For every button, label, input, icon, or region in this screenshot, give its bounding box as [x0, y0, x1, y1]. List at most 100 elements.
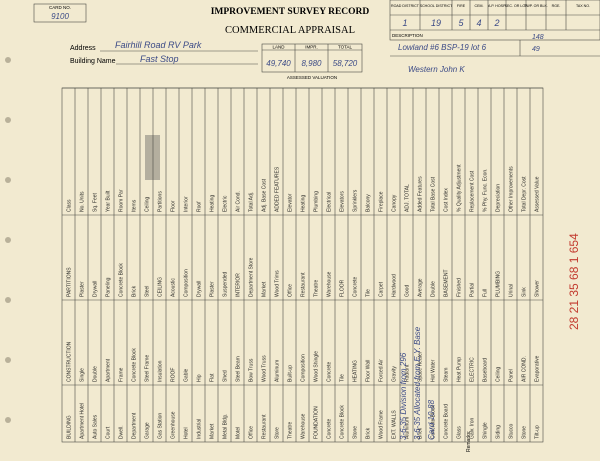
grid-label: Steel Frame — [145, 355, 151, 382]
description-text: Lowland #6 BSP-19 lot 6 — [398, 43, 487, 52]
grid-label: Total Base Cost — [431, 176, 437, 212]
grid-label: Galv. Iron — [470, 417, 476, 439]
description-number: 148 — [532, 34, 544, 41]
grid-label: Good — [405, 285, 411, 297]
grid-label: Wood Frame — [379, 410, 385, 439]
grid-label: Single — [80, 368, 86, 382]
hatched-area — [145, 135, 160, 180]
district-header: CEM. — [475, 4, 484, 8]
grid-label: Gravity — [392, 366, 398, 382]
district-table: DESCRIPTION ROAD DISTRICT SCHOOL DISTRICT… — [389, 0, 600, 74]
grid-label: Frame — [119, 367, 125, 382]
description-label: DESCRIPTION — [392, 33, 423, 38]
grid-label: ROOF — [171, 368, 177, 382]
district-header: A.P. HOSP. — [488, 4, 506, 8]
grid-label: Flat — [210, 373, 216, 382]
grid-label: Office — [288, 284, 294, 297]
description-number: 49 — [532, 46, 540, 53]
grid-label: CEILING — [158, 277, 164, 297]
title: IMPROVEMENT SURVEY RECORD — [211, 7, 370, 17]
grid-label: Urinal — [509, 284, 515, 297]
valuation-value: 58,720 — [333, 59, 358, 68]
grid-label: Sq. Feet — [93, 192, 99, 212]
grid-label: Hot Water — [431, 359, 437, 382]
building-name-label: Building Name — [70, 58, 116, 65]
district-value: 4 — [476, 18, 481, 28]
grid-label: Department Store — [249, 257, 255, 297]
punch-holes — [5, 57, 11, 423]
grid-label: Siding — [496, 425, 502, 439]
valuation-box: ASSESSED VALUATION LAND 49,740 IMPR. 8,980 T… — [261, 43, 363, 80]
grid-label: Wood Truss — [262, 355, 268, 382]
grid-label: PLUMBING — [496, 271, 502, 297]
grid-label: Shingle — [483, 422, 489, 439]
grid-label: Built-up — [288, 365, 294, 382]
valuation-header: IMPR. — [305, 45, 318, 50]
grid-label: Heat Pump — [457, 357, 463, 382]
grid-label: Shed — [223, 370, 229, 382]
grid-label: Tile — [340, 374, 346, 382]
grid-label: Apartment — [106, 358, 112, 382]
description-text: Western John K — [408, 65, 465, 74]
grid-label: Double — [431, 281, 437, 297]
valuation-value: 49,740 — [266, 59, 291, 68]
grid-label: Heating — [210, 195, 216, 212]
grid-label: ELECTRIC — [470, 357, 476, 382]
grid-label: ADDED FEATURES — [275, 166, 281, 212]
district-header: SCHOOL DISTRICT — [420, 4, 453, 8]
grid-label: % Phy. Func. Econ. — [483, 168, 489, 212]
grid-label: Roof — [197, 201, 203, 212]
grid-label: Glass — [457, 426, 463, 439]
grid-label: Depreciation — [496, 184, 502, 212]
grid-label: Drywall — [93, 281, 99, 297]
district-header: ROAD DISTRICT — [391, 4, 420, 8]
grid-label: Radiant — [405, 364, 411, 382]
grid-label: Department — [132, 412, 138, 439]
grid-label: Adj. Base Cost — [262, 178, 268, 212]
grid-label: Warehouse — [327, 271, 333, 297]
district-value: 1 — [402, 18, 407, 28]
grid-label: Market — [262, 281, 268, 297]
grid-label: Bow Truss — [249, 358, 255, 382]
grid-label: Concrete — [327, 418, 333, 439]
card-no-box — [33, 3, 87, 23]
address-label: Address — [70, 45, 96, 52]
grid-label: Electric — [223, 195, 229, 212]
grid-label: Ceiling — [145, 196, 151, 212]
grid-label: Office — [249, 426, 255, 439]
grid-label: CONSTRUCTION — [67, 341, 73, 382]
grid-label: Space Heater — [418, 351, 424, 382]
grid-label: Acoustic — [171, 278, 177, 297]
grid-label: Concrete — [327, 361, 333, 382]
grid-label: Stone — [522, 426, 528, 439]
grid-label: Assessed Value — [535, 176, 541, 212]
grid-label: Fireplace — [379, 191, 385, 212]
grid-label: Warehouse — [301, 413, 307, 439]
valuation-caption: ASSESSED VALUATION — [287, 75, 337, 80]
grid-label: Room Par — [119, 189, 125, 212]
grid-label: Theatre — [314, 280, 320, 297]
grid-label: Elevators — [340, 191, 346, 212]
grid-label: Floor — [171, 200, 177, 212]
grid-label: Tile — [366, 289, 372, 297]
grid-label: Composition — [184, 269, 190, 297]
grid-label: Double — [93, 366, 99, 382]
grid-label: Total Adj. — [249, 192, 255, 212]
handwritten-note: 3-6-35 Allocated from E.Y. Base — [413, 326, 422, 440]
district-header: TAX NO. — [576, 4, 590, 8]
grid-label: Auto Sales — [93, 414, 99, 439]
grid-label: ADJ. TOTAL — [405, 184, 411, 212]
grid-label: Floor Wall — [366, 360, 372, 382]
valuation-header: TOTAL — [338, 45, 353, 50]
grid-label: Cost Index — [444, 188, 450, 212]
address-value: Fairhill Road RV Park — [115, 40, 202, 50]
grid-label: Restaurant — [301, 272, 307, 297]
grid-label: Other Improvements — [509, 166, 515, 212]
grid-label: Total Depr. Cost — [522, 176, 528, 212]
grid-label: Plaster — [210, 281, 216, 297]
handwritten-note: Card 10-88 — [427, 399, 436, 440]
grid-label: Concrete Block — [132, 348, 138, 382]
grid-label: Brick — [132, 285, 138, 297]
grid-label: Partitions — [158, 191, 164, 212]
